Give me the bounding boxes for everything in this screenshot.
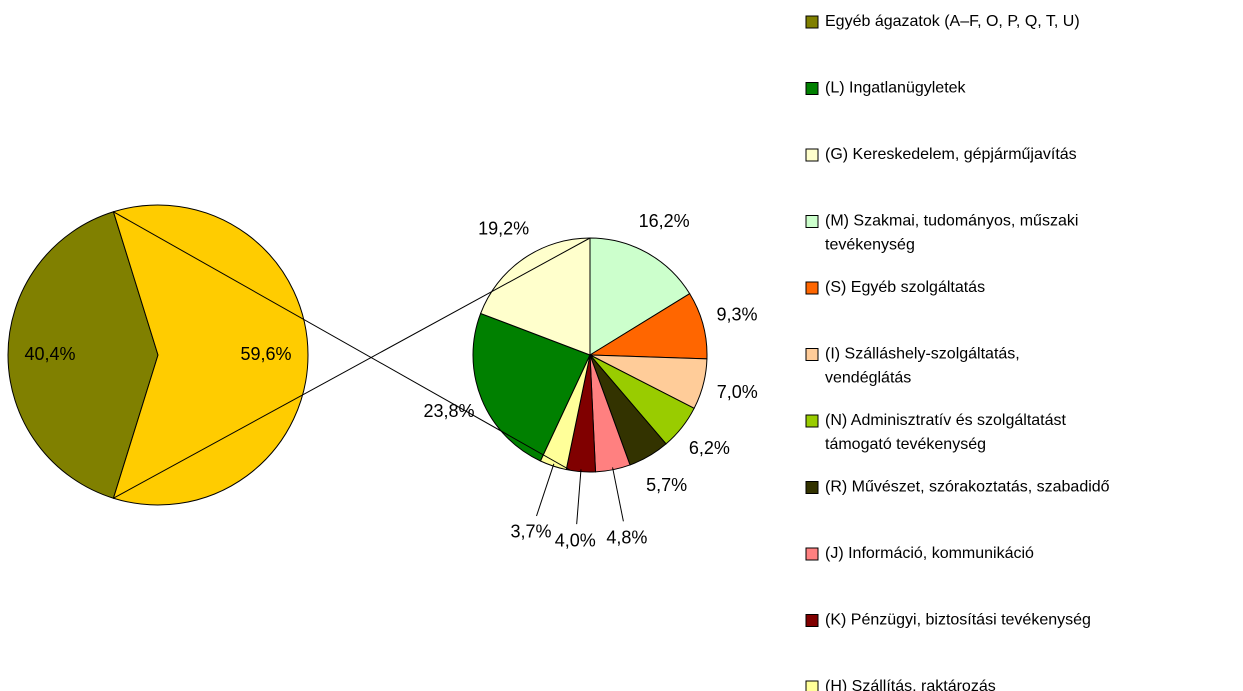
legend-label: (R) Művészet, szórakoztatás, szabadidő bbox=[825, 479, 1110, 496]
data-label: 4,0% bbox=[555, 530, 596, 550]
legend-label: Egyéb ágazatok (A–F, O, P, Q, T, U) bbox=[825, 13, 1080, 30]
data-label: 9,3% bbox=[716, 305, 757, 325]
data-label: 19,2% bbox=[478, 219, 529, 239]
data-label: 5,7% bbox=[646, 475, 687, 495]
connector-line bbox=[113, 237, 591, 499]
legend-label: (L) Ingatlanügyletek bbox=[825, 80, 967, 97]
legend-label: (G) Kereskedelem, gépjárműjavítás bbox=[825, 146, 1077, 163]
data-label: 23,8% bbox=[424, 401, 475, 421]
legend-swatch bbox=[805, 414, 819, 428]
leader-line bbox=[576, 469, 582, 525]
leader-line bbox=[536, 463, 555, 517]
legend-swatch bbox=[805, 15, 819, 29]
pie-slice bbox=[112, 204, 309, 506]
legend-swatch bbox=[805, 614, 819, 627]
leader-line bbox=[612, 467, 624, 522]
legend-label: (N) Adminisztratív és szolgáltatást támog… bbox=[825, 412, 1067, 453]
legend-label: (H) Szállítás, raktározás bbox=[825, 678, 996, 691]
legend-swatch bbox=[805, 348, 819, 361]
data-label: 40,4% bbox=[24, 344, 75, 364]
legend-swatch bbox=[805, 82, 819, 95]
legend-swatch bbox=[805, 281, 819, 295]
data-label: 4,8% bbox=[606, 527, 647, 547]
legend-label: (I) Szálláshely-szolgáltatás, vendéglátás bbox=[825, 346, 1020, 387]
pie-slice bbox=[472, 312, 591, 462]
data-label: 16,2% bbox=[639, 211, 690, 231]
pie-slice bbox=[589, 237, 691, 356]
connector-line bbox=[113, 211, 571, 471]
legend-swatch bbox=[805, 481, 819, 494]
legend-swatch bbox=[805, 148, 819, 162]
legend-swatch bbox=[805, 215, 819, 228]
legend-label: (M) Szakmai, tudományos, műszaki tevékeny… bbox=[825, 213, 1078, 254]
legend-label: (S) Egyéb szolgáltatás bbox=[825, 279, 985, 296]
legend-label: (K) Pénzügyi, biztosítási tevékenység bbox=[825, 612, 1091, 629]
pie-slice bbox=[7, 211, 159, 499]
legend-label: (J) Információ, kommunikáció bbox=[825, 545, 1034, 562]
legend-swatch bbox=[805, 680, 819, 691]
data-label: 6,2% bbox=[689, 438, 730, 458]
data-label: 59,6% bbox=[240, 344, 291, 364]
data-label: 3,7% bbox=[510, 521, 551, 541]
legend-swatch bbox=[805, 547, 819, 561]
pie-slice bbox=[479, 237, 591, 356]
data-label: 7,0% bbox=[717, 382, 758, 402]
